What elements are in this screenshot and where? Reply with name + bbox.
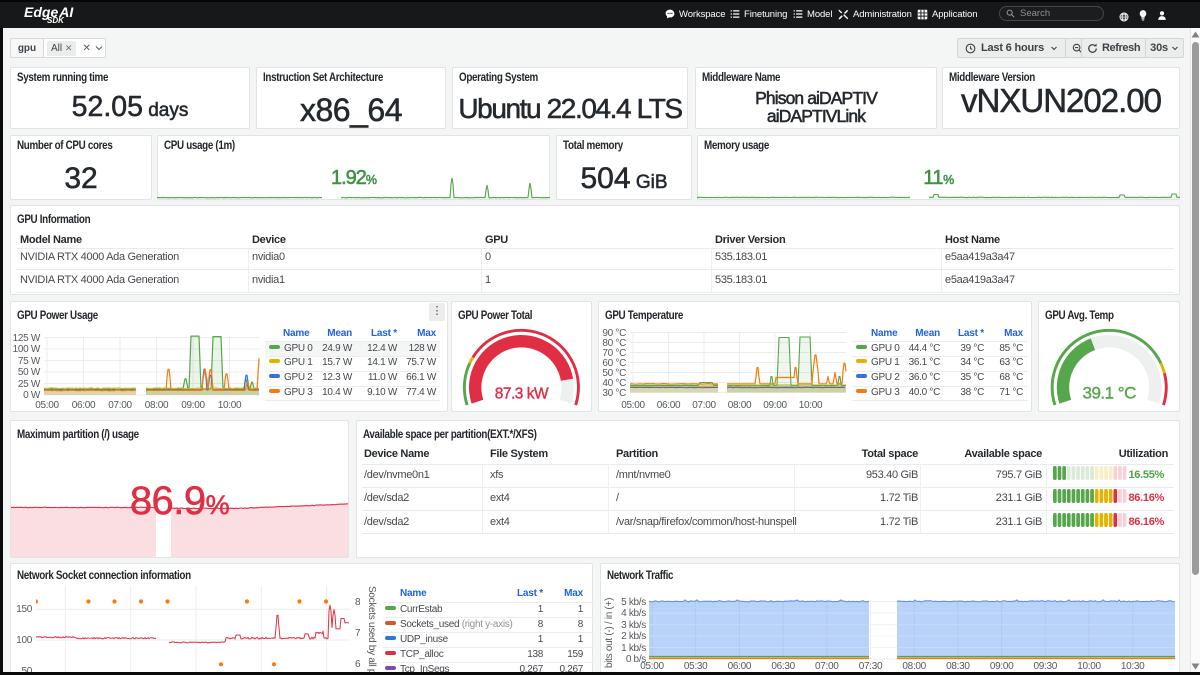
svg-text:39.1 °C: 39.1 °C xyxy=(1083,383,1137,402)
svg-text:87.3 kW: 87.3 kW xyxy=(495,385,549,402)
